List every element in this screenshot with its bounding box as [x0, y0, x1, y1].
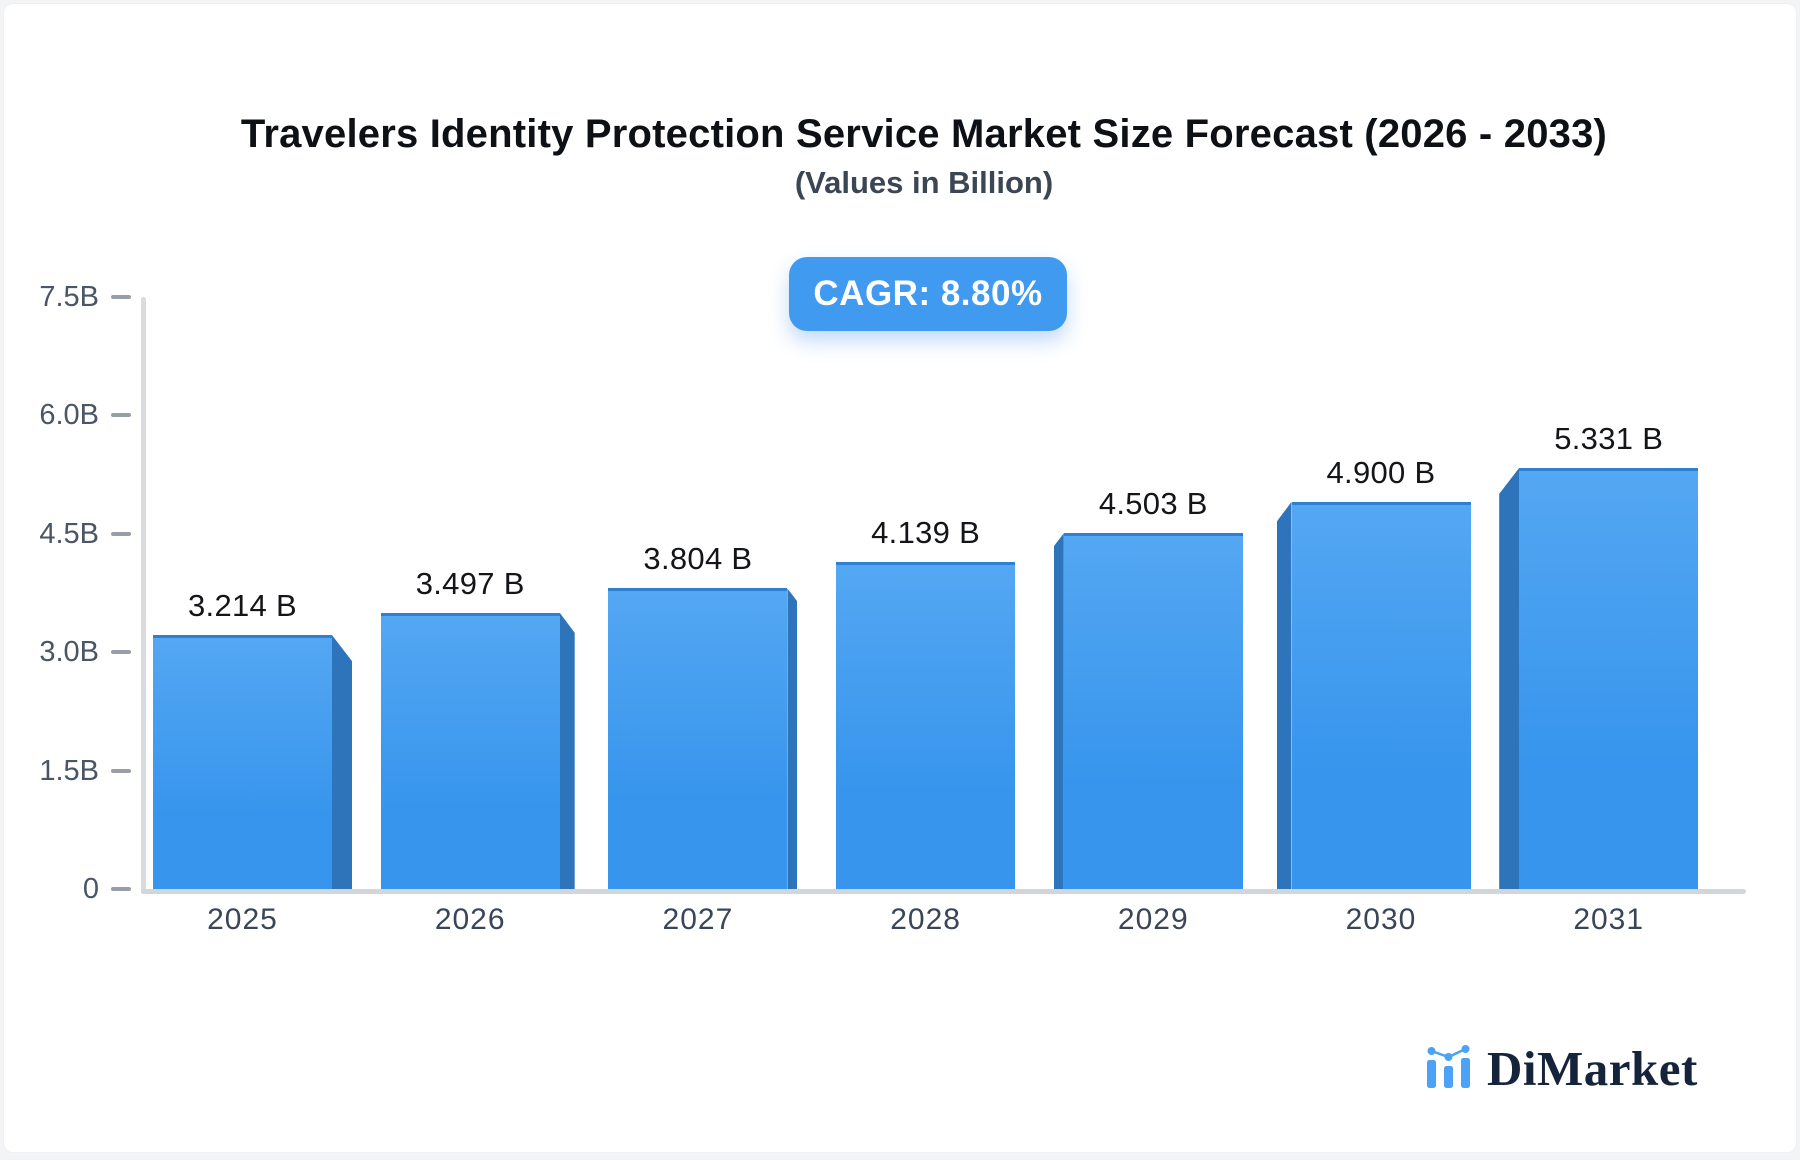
bar-2025 [153, 635, 332, 889]
bar-2031 [1519, 467, 1699, 889]
y-axis-tick-label: 1.5B [39, 754, 99, 787]
x-axis-label: 2027 [662, 903, 734, 936]
y-axis-tick-label: 6.0B [39, 399, 99, 431]
bar-value-label: 4.139 B [871, 515, 981, 551]
y-axis-tick-label: 4.5B [39, 517, 99, 550]
bar-2029 [1063, 533, 1243, 889]
y-axis-line [141, 296, 146, 894]
x-axis-label: 2025 [207, 903, 278, 936]
bar-side-face [332, 635, 352, 889]
bar-2028 [836, 562, 1016, 889]
bar-side-face [1053, 533, 1064, 889]
y-axis-tick-label: 0 [82, 873, 99, 905]
bar-2030 [1291, 501, 1471, 889]
y-axis-tick-mark [111, 413, 131, 417]
x-axis-label: 2030 [1345, 903, 1417, 936]
x-axis-label: 2026 [434, 903, 506, 936]
bar-side-face [1276, 501, 1292, 889]
chart-card: Travelers Identity Protection Service Ma… [3, 3, 1797, 1153]
bar-value-label: 5.331 B [1554, 420, 1664, 456]
chart-subtitle: (Values in Billion) [794, 165, 1054, 200]
bar-2027 [608, 588, 788, 889]
x-axis-label: 2028 [890, 903, 961, 936]
bar-value-label: 4.900 B [1326, 454, 1436, 490]
bar-chart-plot: 0 1.5B 3.0B 4.5B 6.0B 7.5B 3.214 B 2025 3.497 B 2… [4, 4, 1800, 1160]
x-axis-label: 2031 [1573, 903, 1645, 936]
cagr-badge: CAGR: 8.80% [789, 257, 1067, 331]
bar-side-face [559, 612, 575, 889]
y-axis-tick-mark [111, 294, 131, 299]
bar-value-label: 3.497 B [415, 565, 525, 601]
bar-side-face [1499, 467, 1520, 889]
y-axis-tick-mark [111, 768, 131, 773]
chart-title: Travelers Identity Protection Service Ma… [240, 112, 1608, 156]
bar-2026 [380, 612, 560, 889]
dimarket-logo: DiMarket [1425, 1038, 1698, 1098]
y-axis-tick-label: 7.5B [39, 280, 99, 313]
y-axis-tick-mark [111, 887, 131, 891]
bar-value-label: 3.214 B [188, 588, 297, 624]
y-axis-tick-label: 3.0B [39, 636, 99, 668]
x-axis-line [141, 889, 1746, 894]
bar-value-label: 3.804 B [643, 541, 753, 577]
y-axis-tick-mark [111, 531, 131, 536]
dimarket-logo-text: DiMarket [1487, 1040, 1698, 1096]
bar-value-label: 4.503 B [1098, 486, 1208, 522]
dimarket-logo-icon [1427, 1045, 1470, 1088]
x-axis-label: 2029 [1117, 903, 1189, 936]
y-axis-tick-mark [111, 650, 131, 654]
bar-side-face [787, 588, 798, 889]
